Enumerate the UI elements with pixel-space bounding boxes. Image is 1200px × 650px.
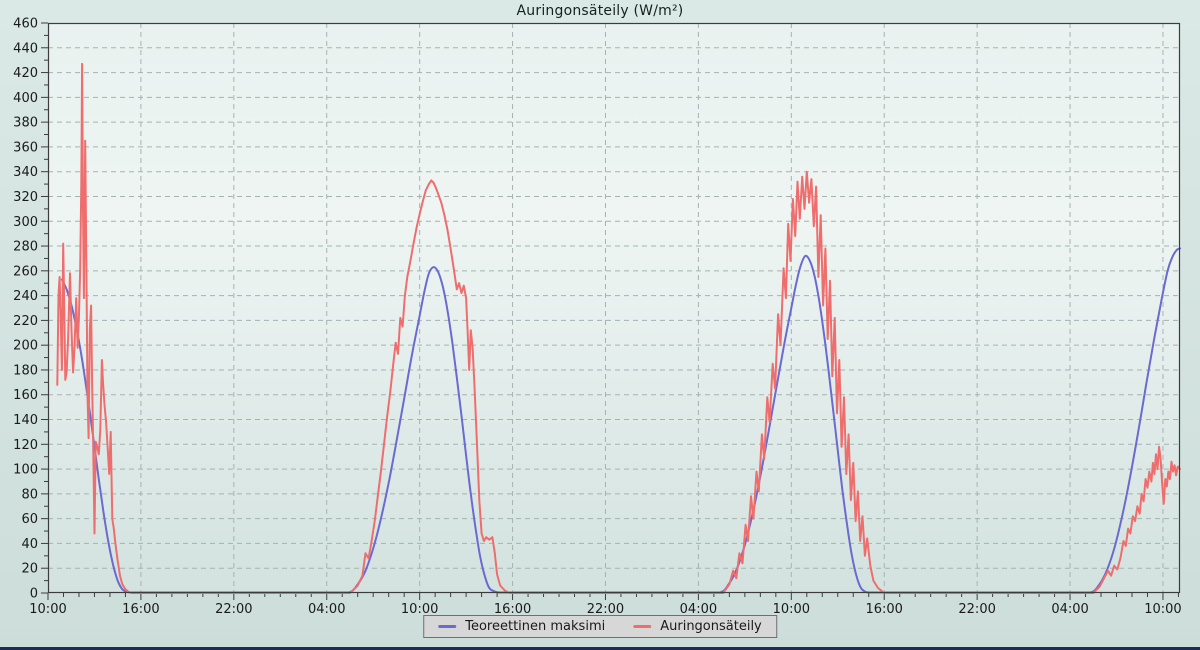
x-tick-label: 16:00: [865, 602, 902, 617]
y-tick-label: 60: [21, 512, 38, 527]
x-tick-label: 04:00: [1051, 602, 1088, 617]
x-tick-label: 04:00: [308, 602, 345, 617]
x-tick-label: 16:00: [122, 602, 159, 617]
y-tick-label: 80: [21, 487, 38, 502]
legend-label: Teoreettinen maksimi: [465, 619, 606, 634]
y-tick-label: 40: [21, 537, 38, 552]
x-tick-label: 16:00: [494, 602, 531, 617]
y-tick-label: 220: [13, 314, 38, 329]
y-tick-label: 240: [13, 289, 38, 304]
red-line-swatch-icon: [633, 625, 652, 628]
y-tick-label: 340: [13, 165, 38, 180]
legend: Teoreettinen maksimi Auringonsäteily: [423, 615, 777, 638]
legend-label: Auringonsäteily: [660, 619, 762, 634]
y-tick-label: 140: [13, 413, 38, 428]
window-bottom-edge: [0, 647, 1200, 650]
y-tick-label: 120: [13, 438, 38, 453]
y-tick-label: 260: [13, 264, 38, 279]
y-tick-label: 380: [13, 116, 38, 131]
y-tick-label: 440: [13, 41, 38, 56]
legend-item-teoreettinen-maksimi[interactable]: Teoreettinen maksimi: [438, 619, 605, 634]
y-tick-label: 20: [21, 562, 38, 577]
x-tick-label: 04:00: [680, 602, 717, 617]
x-tick-label: 10:00: [773, 602, 810, 617]
blue-line-swatch-icon: [438, 625, 457, 628]
plot-border: [47, 22, 1181, 594]
y-tick-label: 360: [13, 140, 38, 155]
y-tick-label: 100: [13, 463, 38, 478]
y-tick-label: 420: [13, 66, 38, 81]
x-tick-label: 10:00: [401, 602, 438, 617]
y-tick-label: 200: [13, 339, 38, 354]
y-tick-label: 180: [13, 363, 38, 378]
x-tick-label: 10:00: [1144, 602, 1181, 617]
x-tick-label: 10:00: [29, 602, 66, 617]
y-tick-label: 0: [30, 587, 38, 602]
y-tick-label: 300: [13, 215, 38, 230]
page-title: Auringonsäteily (W/m²): [516, 3, 684, 19]
x-tick-label: 22:00: [587, 602, 624, 617]
x-tick-label: 22:00: [215, 602, 252, 617]
y-tick-label: 400: [13, 91, 38, 106]
legend-item-auringonsateily[interactable]: Auringonsäteily: [633, 619, 762, 634]
y-tick-label: 280: [13, 240, 38, 255]
y-tick-label: 160: [13, 388, 38, 403]
x-tick-label: 22:00: [958, 602, 995, 617]
y-tick-label: 320: [13, 190, 38, 205]
y-tick-label: 460: [13, 17, 38, 32]
plot-background: [48, 23, 1180, 593]
